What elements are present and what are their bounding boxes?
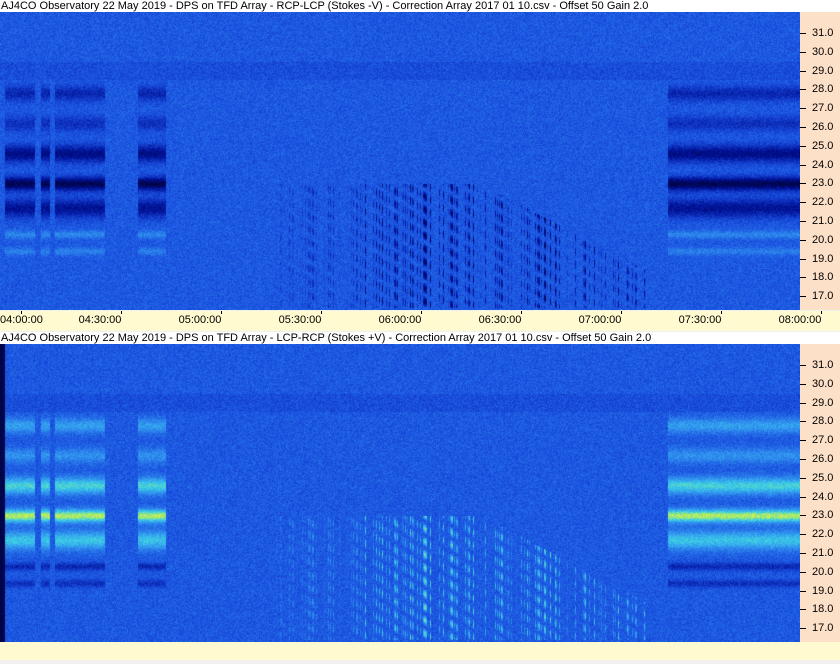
time-tick-label: 06:30:00 xyxy=(478,314,522,326)
time-tick-label: 07:00:00 xyxy=(578,314,622,326)
spectrogram-bottom[interactable] xyxy=(0,344,800,642)
time-tick: 04:30:00 xyxy=(79,311,143,326)
frequency-tick-label: 17.0 xyxy=(812,622,834,635)
frequency-tick-label: 23.0 xyxy=(812,177,834,190)
frequency-tick: 28.0 xyxy=(800,415,840,427)
frequency-tick-label: 29.0 xyxy=(812,396,834,409)
frequency-tick-label: 19.0 xyxy=(812,584,834,597)
frequency-tick-label: 26.0 xyxy=(812,453,834,465)
time-axis-bottom xyxy=(0,642,840,660)
frequency-tick-label: 31.0 xyxy=(812,27,834,39)
frequency-tick: 31.0 xyxy=(800,27,840,39)
frequency-tick: 21.0 xyxy=(800,215,840,227)
panel-title-top: AJ4CO Observatory 22 May 2019 - DPS on T… xyxy=(0,0,840,12)
time-tick-label: 08:00:00 xyxy=(778,314,822,326)
frequency-tick: 29.0 xyxy=(800,397,840,409)
time-tick-label: 05:30:00 xyxy=(278,314,322,326)
frequency-tick: 30.0 xyxy=(800,378,840,390)
frequency-axis-top: 31.0 30.0 29.0 28.0 27.0 26.0 25.0 24.0 23.0 22.0… xyxy=(800,12,840,310)
time-tick: 07:30:00 xyxy=(679,311,743,326)
frequency-tick-label: 30.0 xyxy=(812,377,834,390)
frequency-tick: 20.0 xyxy=(800,566,840,578)
frequency-tick: 23.0 xyxy=(800,509,840,521)
time-tick-label: 04:00:00 xyxy=(0,314,43,326)
frequency-tick-label: 28.0 xyxy=(812,83,834,96)
panel-title-bottom: AJ4CO Observatory 22 May 2019 - DPS on T… xyxy=(0,332,840,344)
time-axis-top: 04:00:00 04:30:00 05:00:00 05:30:00 06:00:00… xyxy=(0,311,840,331)
frequency-tick: 20.0 xyxy=(800,234,840,246)
frequency-axis-bottom: 31.0 30.0 29.0 28.0 27.0 26.0 25.0 24.0 23.0 22.0… xyxy=(800,344,840,642)
time-tick-label: 05:00:00 xyxy=(178,314,222,326)
frequency-tick: 27.0 xyxy=(800,434,840,446)
frequency-tick: 26.0 xyxy=(800,121,840,133)
frequency-tick: 18.0 xyxy=(800,271,840,283)
frequency-tick-label: 25.0 xyxy=(812,139,834,152)
frequency-tick: 24.0 xyxy=(800,159,840,171)
frequency-tick-label: 27.0 xyxy=(812,434,834,447)
frequency-tick: 28.0 xyxy=(800,83,840,95)
frequency-tick-label: 24.0 xyxy=(812,490,834,503)
frequency-tick: 24.0 xyxy=(800,491,840,503)
frequency-tick-label: 18.0 xyxy=(812,271,834,284)
spectrogram-top[interactable] xyxy=(0,12,800,310)
frequency-tick: 25.0 xyxy=(800,140,840,152)
frequency-tick-label: 21.0 xyxy=(812,547,834,559)
frequency-tick-label: 29.0 xyxy=(812,64,834,77)
frequency-tick: 30.0 xyxy=(800,46,840,58)
frequency-tick-label: 30.0 xyxy=(812,45,834,58)
frequency-tick-label: 24.0 xyxy=(812,158,834,171)
frequency-tick-label: 22.0 xyxy=(812,196,834,209)
frequency-tick-label: 18.0 xyxy=(812,603,834,616)
frequency-tick-label: 27.0 xyxy=(812,102,834,115)
frequency-tick-label: 17.0 xyxy=(812,290,834,303)
frequency-tick: 23.0 xyxy=(800,177,840,189)
frequency-tick: 17.0 xyxy=(800,622,840,634)
frequency-tick-label: 23.0 xyxy=(812,509,834,522)
frequency-tick: 31.0 xyxy=(800,359,840,371)
time-tick: 08:00:00 xyxy=(779,311,840,326)
frequency-tick: 26.0 xyxy=(800,453,840,465)
time-tick-label: 07:30:00 xyxy=(678,314,722,326)
frequency-tick: 17.0 xyxy=(800,290,840,302)
frequency-tick-label: 31.0 xyxy=(812,359,834,371)
frequency-tick: 29.0 xyxy=(800,65,840,77)
frequency-tick-label: 28.0 xyxy=(812,415,834,428)
frequency-tick: 22.0 xyxy=(800,196,840,208)
frequency-tick-label: 22.0 xyxy=(812,528,834,541)
frequency-tick-label: 26.0 xyxy=(812,121,834,133)
frequency-tick: 25.0 xyxy=(800,472,840,484)
frequency-tick-label: 25.0 xyxy=(812,471,834,484)
frequency-tick: 19.0 xyxy=(800,585,840,597)
frequency-tick-label: 21.0 xyxy=(812,215,834,227)
time-tick: 05:00:00 xyxy=(179,311,243,326)
frequency-tick: 22.0 xyxy=(800,528,840,540)
time-tick-label: 04:30:00 xyxy=(78,314,122,326)
time-tick: 04:00:00 xyxy=(0,311,43,326)
time-tick: 06:30:00 xyxy=(479,311,543,326)
frequency-tick-label: 20.0 xyxy=(812,233,834,246)
time-tick: 05:30:00 xyxy=(279,311,343,326)
frequency-tick: 27.0 xyxy=(800,102,840,114)
time-tick: 07:00:00 xyxy=(579,311,643,326)
time-tick-label: 06:00:00 xyxy=(378,314,422,326)
frequency-tick: 18.0 xyxy=(800,603,840,615)
time-tick: 06:00:00 xyxy=(379,311,443,326)
frequency-tick-label: 19.0 xyxy=(812,252,834,265)
frequency-tick: 19.0 xyxy=(800,253,840,265)
frequency-tick-label: 20.0 xyxy=(812,565,834,578)
frequency-tick: 21.0 xyxy=(800,547,840,559)
